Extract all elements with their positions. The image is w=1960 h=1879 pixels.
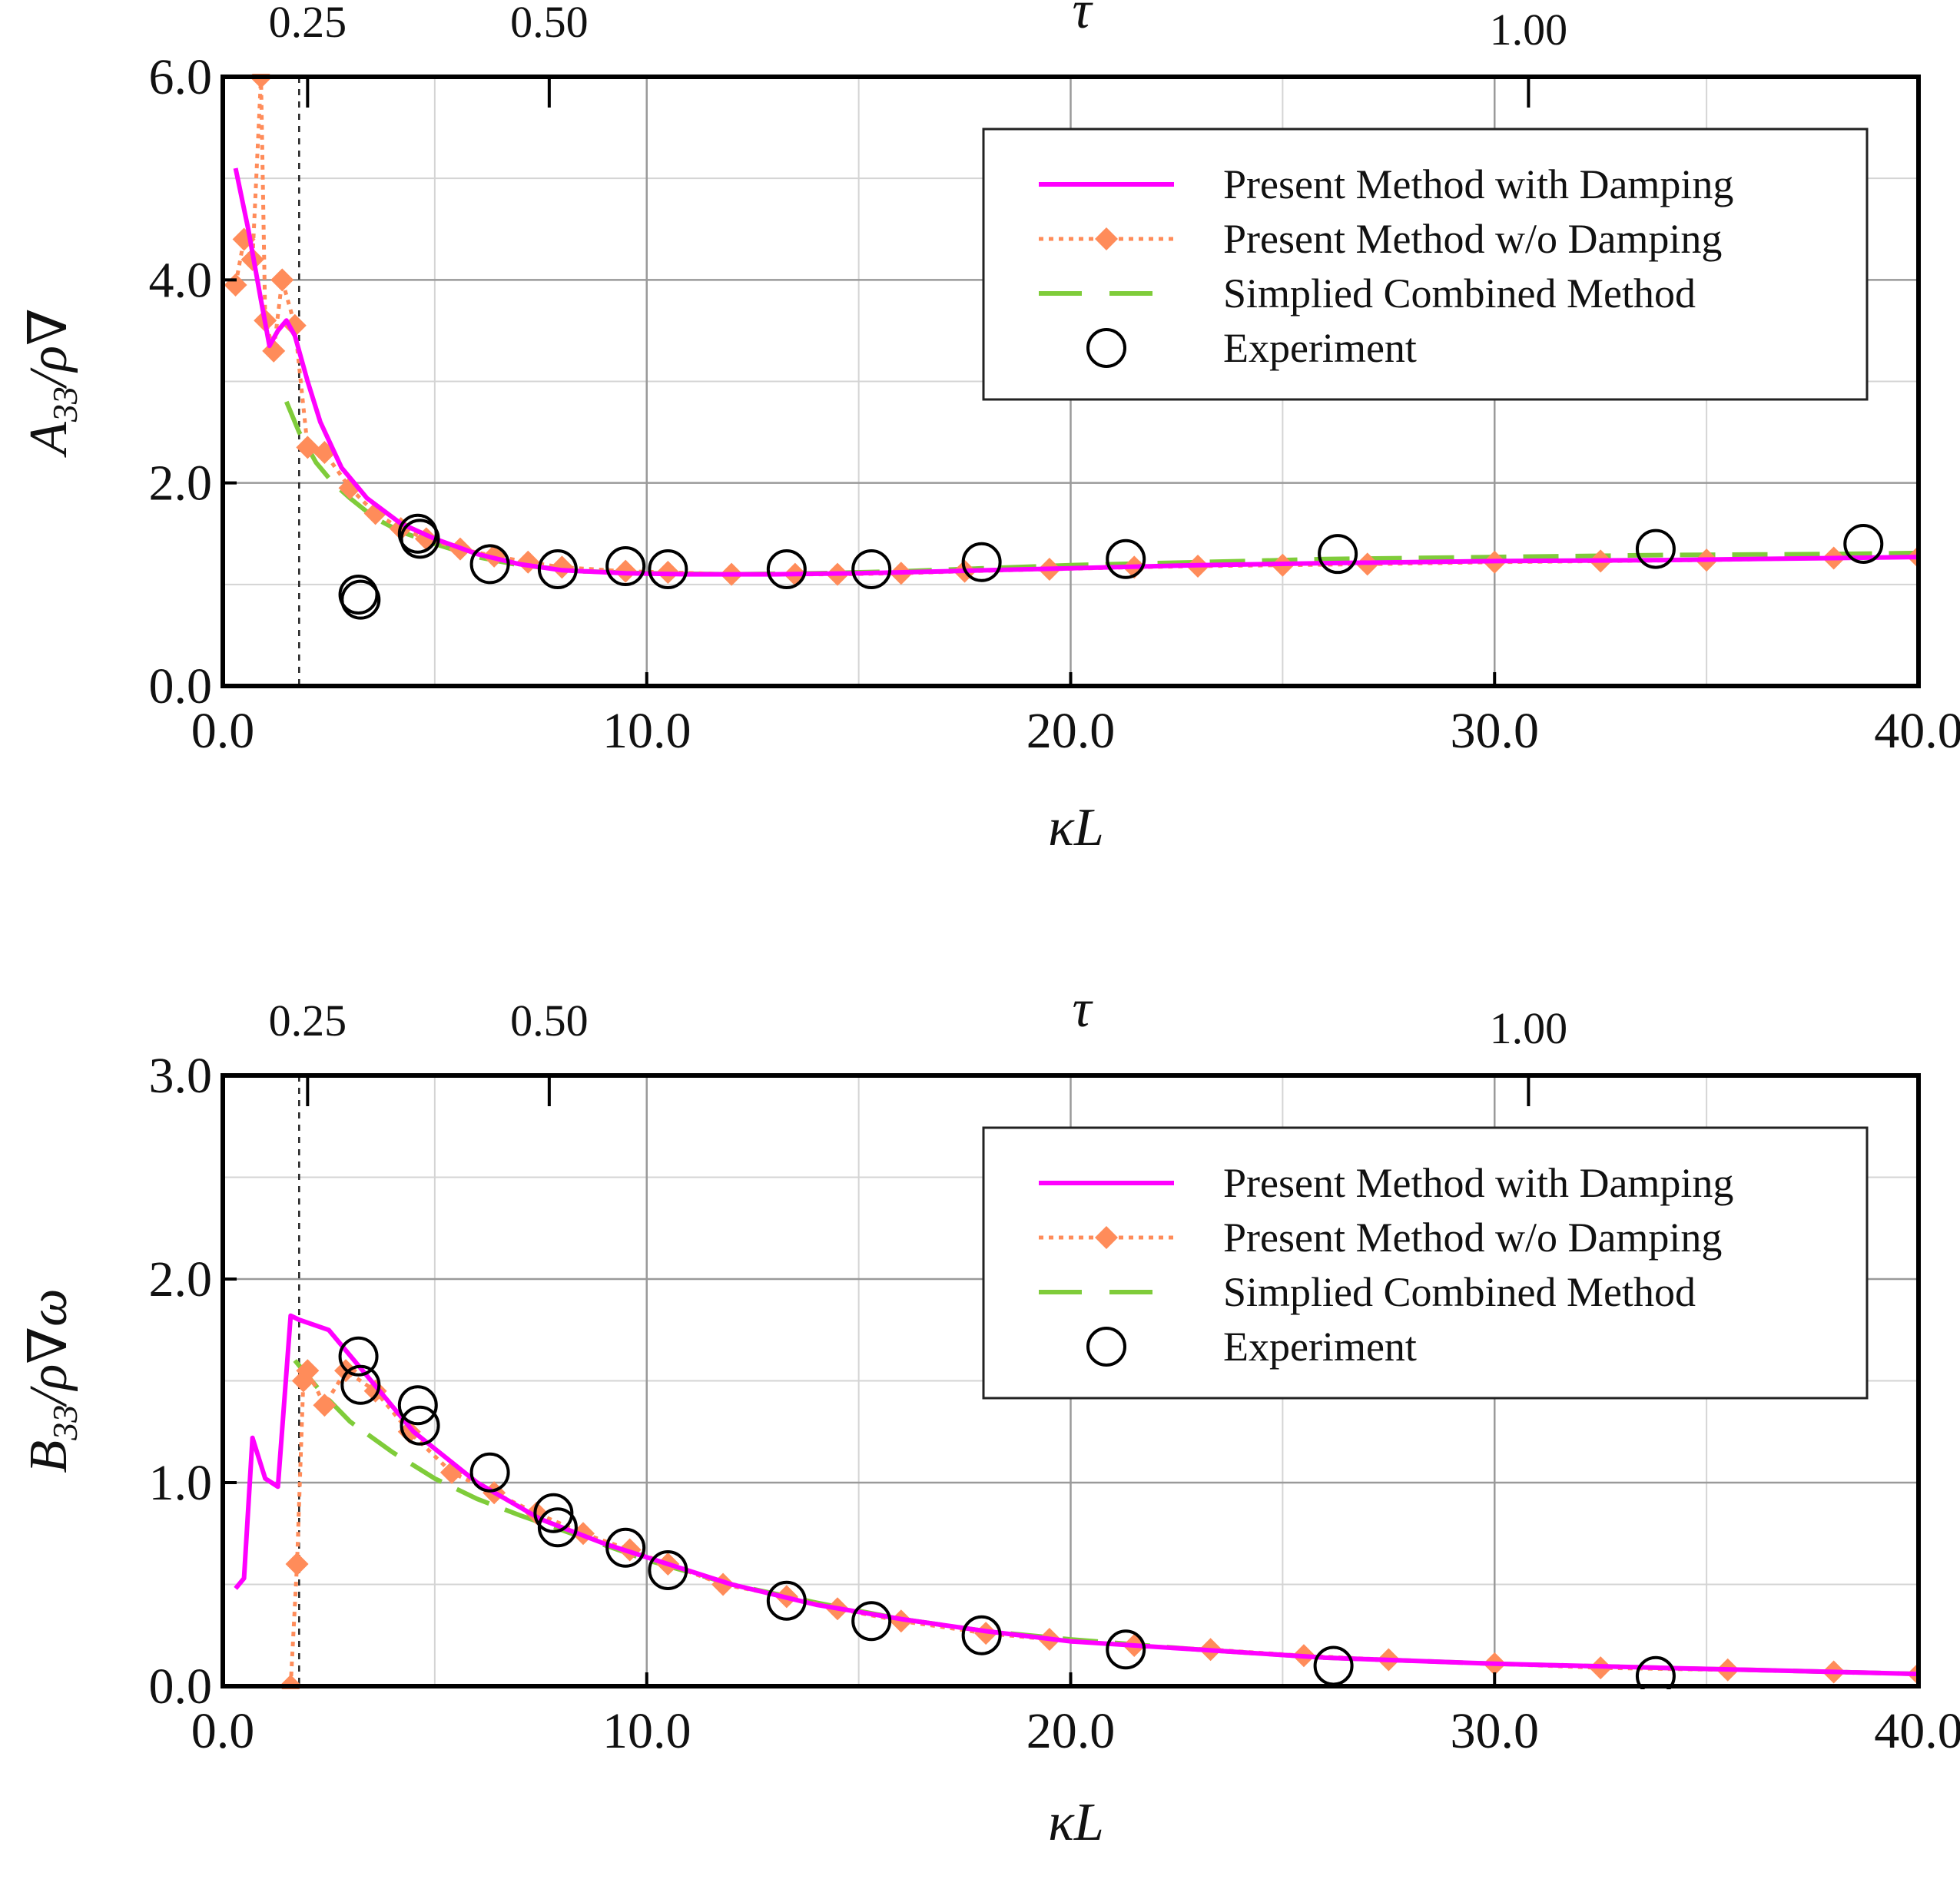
experiment-marker: [1106, 539, 1146, 579]
legend-label: Simplied Combined Method: [1223, 1269, 1696, 1315]
experiment-marker: [400, 519, 440, 559]
experiment-marker: [648, 549, 688, 590]
series-line-with-damping: [233, 167, 1919, 577]
experiment-marker: [537, 1507, 578, 1548]
y-tick-label: 1.0: [149, 1455, 213, 1511]
experiment-marker: [397, 1385, 438, 1426]
top-tick-label: 0.50: [510, 996, 589, 1046]
experiment-marker: [1318, 534, 1358, 575]
x-axis-title: κL: [1048, 798, 1104, 857]
legend-diamond-marker: [1095, 1226, 1118, 1249]
diamond-marker: [313, 1394, 337, 1417]
x-tick-label: 40.0: [1874, 1703, 1960, 1759]
legend-box: [982, 1126, 1869, 1400]
diamond-marker: [296, 1359, 320, 1383]
experiment-marker: [766, 1580, 807, 1621]
x-tick-label: 20.0: [1026, 703, 1116, 759]
experiment-marker: [1843, 523, 1884, 564]
top-axis-title: τ: [1072, 0, 1093, 40]
plot-area: [224, 74, 1919, 620]
top-tick-label: 1.00: [1490, 1003, 1568, 1053]
y-tick-label: 3.0: [149, 1048, 213, 1104]
legend-label: Present Method with Damping: [1223, 161, 1733, 207]
panel-a33: 0.0 10.0 20.0 30.0 40.0 0.0 2.0 4.0 6.0 0.25 0.50 1…: [19, 0, 1960, 857]
experiment-marker: [961, 542, 1002, 582]
experiment-marker: [961, 1615, 1002, 1655]
experiment-marker: [1635, 1655, 1676, 1689]
series-wo-damping: [279, 1359, 1919, 1689]
y-axis-title: A33/ρ∇: [19, 308, 85, 458]
legend-label: Simplied Combined Method: [1223, 270, 1696, 316]
x-tick-label: 40.0: [1874, 703, 1960, 759]
plot-area: [234, 1313, 1919, 1689]
top-tick-label: 0.25: [269, 0, 347, 47]
experiment-marker: [340, 579, 381, 620]
y-axis-title: B33/ρ∇ω: [19, 1288, 85, 1473]
experiment-marker: [605, 546, 646, 587]
x-tick-label: 20.0: [1026, 1703, 1116, 1759]
diamond-marker: [224, 273, 247, 297]
x-tick-label: 10.0: [602, 1703, 691, 1759]
x-tick-label: 30.0: [1451, 1703, 1540, 1759]
legend-label: Present Method with Damping: [1223, 1160, 1733, 1206]
experiment-marker: [400, 1405, 440, 1446]
legend-label: Present Method w/o Damping: [1223, 216, 1722, 262]
y-tick-label: 4.0: [149, 252, 213, 308]
diamond-marker: [270, 268, 294, 292]
experiment-marker: [766, 549, 807, 590]
experiment-marker: [469, 1452, 510, 1493]
y-tick-label: 6.0: [149, 49, 213, 105]
legend-swatch-experiment: [1086, 1327, 1126, 1367]
x-axis-title: κL: [1048, 1793, 1104, 1852]
x-tick-label: 0.0: [191, 1703, 255, 1759]
legend: Present Method with Damping Present Metho…: [982, 128, 1869, 401]
experiment-marker: [533, 1493, 574, 1533]
y-tick-label: 2.0: [149, 1251, 213, 1307]
legend-diamond-marker: [1095, 227, 1118, 250]
x-tick-label: 30.0: [1451, 703, 1540, 759]
y-tick-label: 0.0: [149, 658, 213, 714]
experiment-marker: [340, 1364, 381, 1405]
legend-box: [982, 128, 1869, 401]
legend-swatch-experiment: [1086, 328, 1126, 368]
experiment-marker: [537, 549, 578, 590]
top-tick-label: 0.50: [510, 0, 589, 47]
diamond-marker: [397, 1420, 421, 1443]
x-tick-label: 0.0: [191, 703, 255, 759]
diamond-marker: [296, 436, 320, 459]
experiment-marker: [1313, 1645, 1354, 1686]
series-line-with-damping: [234, 1313, 1919, 1677]
experiment-marker: [338, 1336, 379, 1377]
top-tick-label: 0.25: [269, 996, 347, 1046]
legend-label: Experiment: [1223, 325, 1417, 371]
series-experiment: [338, 1336, 1676, 1689]
legend: Present Method with Damping Present Metho…: [982, 1126, 1869, 1400]
top-axis-title: τ: [1072, 979, 1093, 1039]
series-experiment: [338, 513, 1884, 620]
experiment-marker: [648, 1549, 688, 1590]
experiment-marker: [1106, 1629, 1146, 1670]
experiment-marker: [469, 544, 510, 585]
experiment-marker: [605, 1527, 646, 1568]
diamond-marker: [285, 1553, 309, 1576]
y-tick-label: 2.0: [149, 456, 213, 512]
panel-b33: 0.0 10.0 20.0 30.0 40.0 0.0 1.0 2.0 3.0 0.25 0.50 1…: [19, 979, 1960, 1852]
experiment-marker: [851, 1601, 892, 1642]
diamond-marker: [363, 1379, 387, 1403]
x-tick-label: 10.0: [602, 703, 691, 759]
legend-label: Present Method w/o Damping: [1223, 1215, 1722, 1261]
series-line-wo-damping: [288, 1366, 1919, 1687]
diamond-marker: [550, 555, 574, 579]
y-tick-label: 0.0: [149, 1659, 213, 1715]
diamond-marker: [283, 313, 307, 337]
experiment-marker: [851, 549, 892, 590]
top-tick-label: 1.00: [1490, 5, 1568, 55]
legend-label: Experiment: [1223, 1324, 1417, 1370]
experiment-marker: [1635, 529, 1676, 569]
